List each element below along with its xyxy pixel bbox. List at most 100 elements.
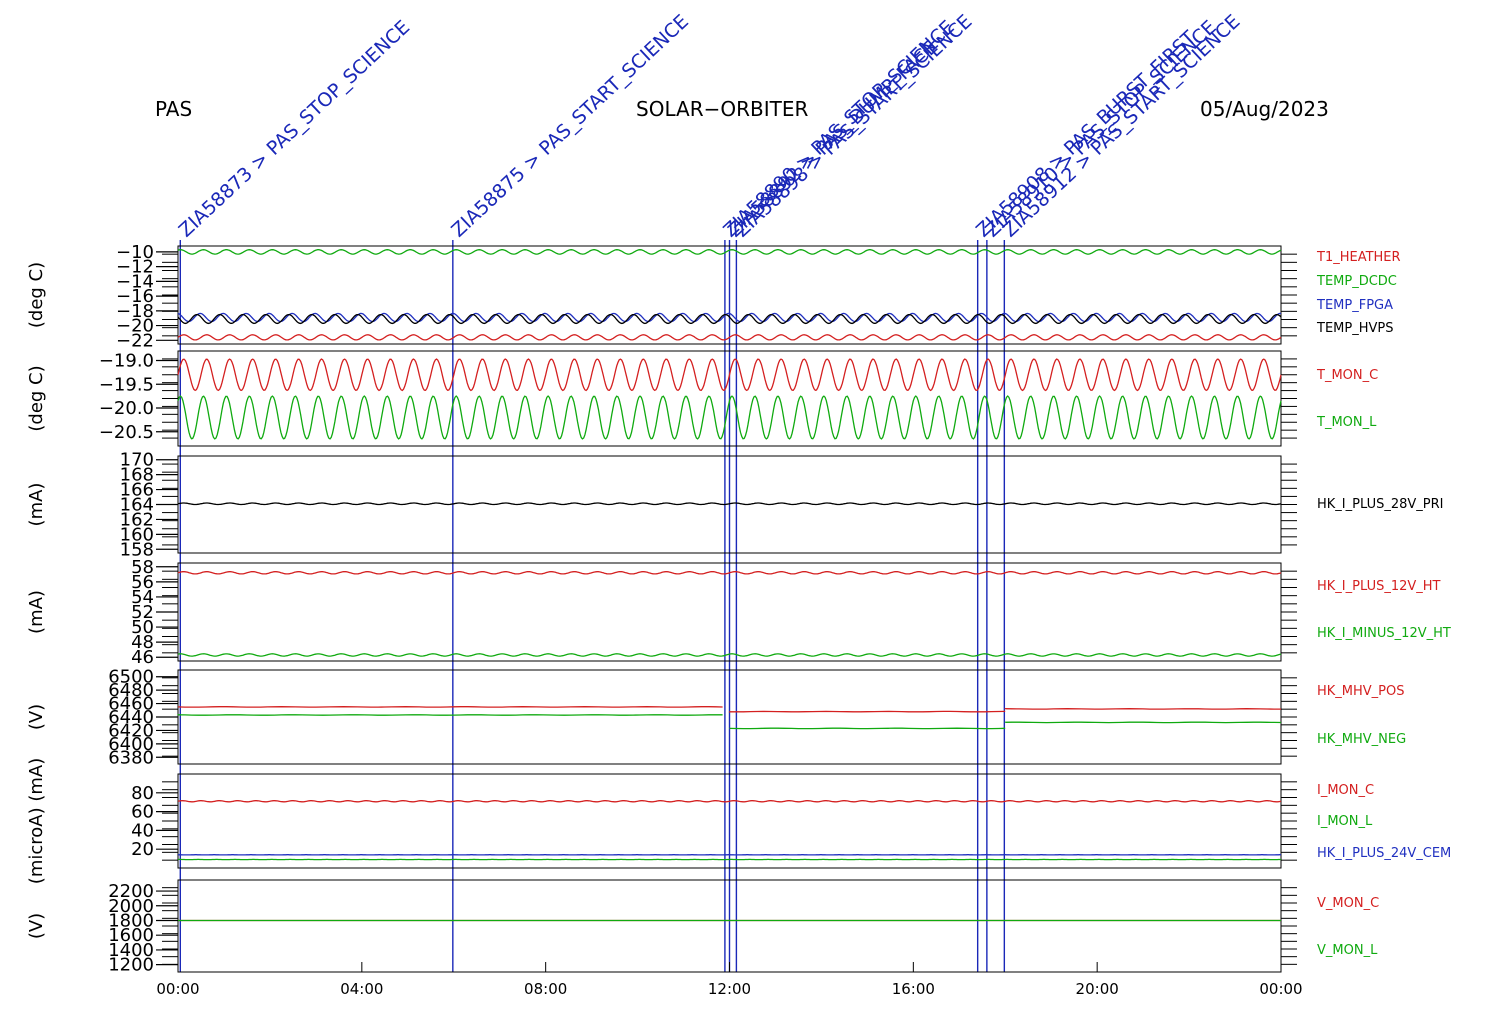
series-line-2-1: [177, 358, 1282, 392]
series-label: HK_I_PLUS_24V_CEM: [1317, 846, 1451, 861]
y-tick-label: 164: [120, 495, 154, 516]
event-label: ZIA58912 > PAS_START_SCIENCE: [999, 10, 1245, 241]
panel-1: −10−12−14−16−18−20−22 (deg C) T1_HEATHER TE…: [26, 242, 1401, 351]
y-tick-label: 6500: [108, 667, 154, 688]
panel-2: −19.0−19.5 −20.0 −20.5 (deg C) T_MON_C T_MON_…: [26, 350, 1378, 447]
x-tick-label: 16:00: [892, 980, 935, 998]
y-tick-label: −20.5: [99, 422, 154, 443]
y-tick-label: 52: [131, 602, 154, 623]
y-tick-label: 6380: [108, 747, 154, 768]
header-mission: SOLAR−ORBITER: [636, 97, 808, 121]
y-tick-label: 158: [120, 539, 154, 560]
y-tick-label: 40: [131, 820, 154, 841]
y-axis-label: (mA): [26, 590, 47, 634]
y-axis-label: (deg C): [26, 262, 47, 328]
series-line-6-1: [177, 800, 1282, 803]
y-tick-label: −19.0: [99, 351, 154, 372]
y-tick-label: −22: [116, 330, 154, 351]
series-line-3-1: [177, 502, 1282, 506]
series-label: V_MON_C: [1317, 896, 1379, 911]
series-label: HK_I_PLUS_12V_HT: [1317, 579, 1441, 594]
y-tick-label: 56: [131, 572, 154, 593]
y-tick-label: −20.0: [99, 398, 154, 419]
event-label: ZIA58898 > PAS_START_SCIENCE: [731, 10, 977, 241]
panels: −10−12−14−16−18−20−22 (deg C) T1_HEATHER TE…: [26, 242, 1451, 976]
series-label: TEMP_HVPS: [1316, 321, 1393, 336]
series-label: TEMP_FPGA: [1316, 298, 1393, 313]
y-tick-label: −18: [116, 301, 154, 322]
y-tick-label: −20: [116, 316, 154, 337]
x-tick-label: 12:00: [708, 980, 751, 998]
series-label: HK_I_MINUS_12V_HT: [1317, 626, 1451, 641]
series-line-4-1: [177, 571, 1282, 575]
x-tick-label: 08:00: [524, 980, 567, 998]
y-tick-label: 46: [131, 647, 154, 668]
y-tick-label: 6440: [108, 707, 154, 728]
series-label: V_MON_L: [1317, 943, 1378, 958]
y-tick-label: −16: [116, 286, 154, 307]
series-label: T1_HEATHER: [1316, 250, 1401, 265]
y-tick-label: 2200: [108, 881, 154, 902]
y-tick-label: 1600: [108, 925, 154, 946]
y-tick-label: 162: [120, 509, 154, 530]
event-label: ZIA58875 > PAS_START_SCIENCE: [447, 10, 693, 241]
series-line-5-1: [177, 706, 1281, 713]
y-tick-label: 6400: [108, 734, 154, 755]
series-label: TEMP_DCDC: [1316, 274, 1397, 289]
series-line-4-2: [177, 653, 1282, 657]
y-tick-label: 170: [120, 450, 154, 471]
y-axis-label: (microA) (mA): [26, 758, 47, 884]
series-label: HK_MHV_POS: [1317, 684, 1405, 699]
series-line-1-3: [177, 312, 1282, 323]
y-tick-label: 1400: [108, 940, 154, 961]
x-tick-label: 00:00: [1259, 980, 1302, 998]
x-tick-label: 00:00: [156, 980, 199, 998]
y-tick-label: 166: [120, 480, 154, 501]
series-line-2-2: [177, 395, 1282, 440]
series-label: I_MON_C: [1317, 783, 1374, 798]
series-label: I_MON_L: [1317, 814, 1373, 829]
y-axis-label: (mA): [26, 483, 47, 527]
y-axis-label: (V): [26, 913, 47, 939]
series-label: HK_MHV_NEG: [1317, 732, 1406, 747]
y-tick-label: 1800: [108, 910, 154, 931]
y-tick-label: 58: [131, 557, 154, 578]
y-tick-label: 6420: [108, 720, 154, 741]
series-line-1-1: [177, 334, 1282, 341]
y-tick-label: 54: [131, 587, 154, 608]
x-axis: 00:00 04:00 08:00 12:00 16:00 20:00 00:00: [156, 962, 1303, 998]
event-markers: ZIA58873 > PAS_STOP_SCIENCE ZIA58875 > PA…: [175, 10, 1245, 972]
header-instrument: PAS: [155, 97, 192, 121]
y-tick-label: 6480: [108, 680, 154, 701]
series-line-5-2: [177, 714, 1282, 730]
x-tick-label: 20:00: [1076, 980, 1119, 998]
y-tick-label: 160: [120, 524, 154, 545]
series-line-1-2: [177, 249, 1282, 255]
y-tick-label: 50: [131, 617, 154, 638]
y-tick-label: 48: [131, 632, 154, 653]
y-tick-label: 60: [131, 802, 154, 823]
y-tick-label: −12: [116, 257, 154, 278]
y-tick-label: 6460: [108, 694, 154, 715]
series-label: T_MON_L: [1316, 415, 1377, 430]
series-line-1-4: [177, 313, 1282, 325]
event-label: ZIA58873 > PAS_STOP_SCIENCE: [175, 16, 414, 241]
y-tick-label: −10: [116, 242, 154, 263]
y-tick-label: 1200: [108, 955, 154, 976]
y-tick-label: 80: [131, 783, 154, 804]
y-tick-label: 168: [120, 465, 154, 486]
y-axis-label: (V): [26, 704, 47, 730]
x-tick-label: 04:00: [340, 980, 383, 998]
header-date: 05/Aug/2023: [1200, 97, 1329, 121]
y-tick-label: −19.5: [99, 374, 154, 395]
series-label: T_MON_C: [1316, 368, 1378, 383]
y-tick-label: −14: [116, 271, 154, 292]
series-label: HK_I_PLUS_28V_PRI: [1317, 497, 1443, 512]
y-axis-label: (deg C): [26, 365, 47, 431]
y-tick-label: 2000: [108, 896, 154, 917]
